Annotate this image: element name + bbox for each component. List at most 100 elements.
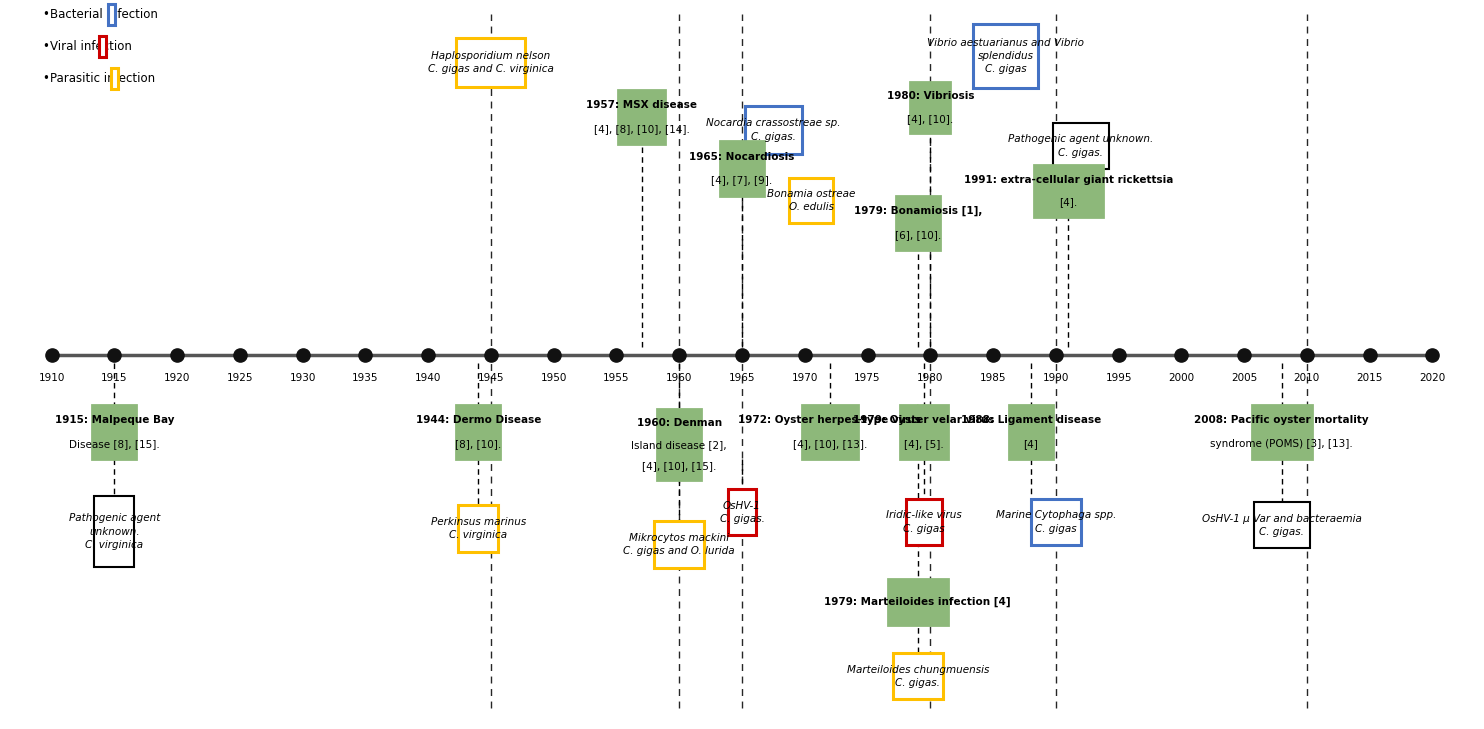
FancyBboxPatch shape (974, 24, 1039, 88)
Polygon shape (637, 133, 646, 144)
Text: 1930: 1930 (289, 373, 316, 383)
FancyBboxPatch shape (459, 505, 499, 552)
Text: 1980: Vibriosis: 1980: Vibriosis (886, 91, 974, 101)
Text: •: • (43, 72, 53, 85)
Text: Viral infection: Viral infection (50, 40, 132, 53)
FancyBboxPatch shape (729, 489, 755, 536)
Text: 1980: 1980 (917, 373, 944, 383)
Text: Island disease [2],: Island disease [2], (631, 440, 727, 450)
Text: 1991: extra-cellular giant rickettsia: 1991: extra-cellular giant rickettsia (963, 175, 1172, 184)
Text: Haplosporidium nelson
C. gigas and C. virginica: Haplosporidium nelson C. gigas and C. vi… (427, 51, 554, 74)
Text: 1960: 1960 (666, 373, 693, 383)
Polygon shape (675, 410, 684, 421)
Text: •: • (43, 40, 53, 53)
FancyBboxPatch shape (657, 410, 702, 480)
Text: Pathogenic agent
unknown.
C. virginica: Pathogenic agent unknown. C. virginica (68, 513, 160, 550)
Text: 1985: 1985 (979, 373, 1006, 383)
Text: 1979: Oyster velar virus: 1979: Oyster velar virus (853, 415, 994, 425)
Text: OsHV-1 μ Var and bacteraemia
C. gigas.: OsHV-1 μ Var and bacteraemia C. gigas. (1202, 513, 1362, 537)
Text: 1955: 1955 (603, 373, 629, 383)
Text: 1925: 1925 (227, 373, 254, 383)
Text: 1944: Dermo Disease: 1944: Dermo Disease (416, 415, 542, 425)
Text: Bacterial infection: Bacterial infection (50, 8, 159, 20)
Text: syndrome (POMS) [3], [13].: syndrome (POMS) [3], [13]. (1211, 439, 1353, 449)
FancyBboxPatch shape (1034, 165, 1103, 217)
Text: 1957: MSX disease: 1957: MSX disease (586, 100, 697, 110)
Text: [4], [10], [13].: [4], [10], [13]. (792, 439, 867, 449)
FancyBboxPatch shape (1254, 502, 1310, 548)
FancyBboxPatch shape (887, 579, 948, 625)
Text: 1945: 1945 (478, 373, 505, 383)
Text: 2015: 2015 (1356, 373, 1383, 383)
Text: [4], [10], [15].: [4], [10], [15]. (643, 461, 717, 471)
Text: [8], [10].: [8], [10]. (456, 439, 502, 449)
Text: 1965: Nocardiosis: 1965: Nocardiosis (689, 152, 795, 162)
Text: Iridic-like virus
C. gigas: Iridic-like virus C. gigas (886, 510, 962, 534)
FancyBboxPatch shape (92, 405, 137, 459)
Text: •: • (43, 8, 53, 20)
Text: 2010: 2010 (1294, 373, 1319, 383)
Text: [4], [10].: [4], [10]. (907, 114, 953, 124)
Text: 1960: Denman: 1960: Denman (637, 418, 721, 429)
Text: 1975: 1975 (855, 373, 881, 383)
FancyBboxPatch shape (617, 90, 665, 144)
Text: [4], [5].: [4], [5]. (904, 439, 944, 449)
FancyBboxPatch shape (457, 405, 500, 459)
FancyBboxPatch shape (111, 69, 117, 89)
FancyBboxPatch shape (801, 405, 858, 459)
Text: 1950: 1950 (540, 373, 567, 383)
Text: 2020: 2020 (1419, 373, 1445, 383)
Text: [4].: [4]. (1060, 197, 1077, 207)
FancyBboxPatch shape (1251, 405, 1312, 459)
Text: 1915: Malpeque Bay: 1915: Malpeque Bay (55, 415, 174, 425)
Polygon shape (1278, 405, 1287, 416)
FancyBboxPatch shape (457, 39, 525, 87)
Text: [4], [8], [10], [14].: [4], [8], [10], [14]. (594, 124, 690, 134)
FancyBboxPatch shape (896, 196, 939, 251)
FancyBboxPatch shape (1052, 123, 1109, 169)
Text: Bonamia ostreae
O. edulis: Bonamia ostreae O. edulis (767, 189, 855, 212)
Text: Mikrocytos mackini
C. gigas and O. lurida: Mikrocytos mackini C. gigas and O. lurid… (623, 533, 735, 556)
Polygon shape (473, 405, 482, 416)
FancyBboxPatch shape (910, 82, 950, 133)
Text: 2000: 2000 (1168, 373, 1195, 383)
Text: Vibrio aestuarianus and Vibrio
splendidus
C. gigas: Vibrio aestuarianus and Vibrio splendidu… (928, 38, 1085, 74)
FancyBboxPatch shape (108, 4, 114, 25)
Text: 1940: 1940 (416, 373, 441, 383)
Text: 1995: 1995 (1106, 373, 1132, 383)
Polygon shape (1064, 205, 1073, 217)
FancyBboxPatch shape (893, 653, 942, 699)
Text: 1965: 1965 (729, 373, 755, 383)
Polygon shape (926, 122, 935, 133)
Text: [6], [10].: [6], [10]. (895, 230, 941, 240)
Text: [4], [7], [9].: [4], [7], [9]. (711, 176, 773, 185)
FancyBboxPatch shape (95, 496, 135, 567)
FancyBboxPatch shape (720, 141, 764, 196)
Text: 2008: Pacific oyster mortality: 2008: Pacific oyster mortality (1195, 415, 1370, 425)
Text: Perkinsus marinus
C. virginica: Perkinsus marinus C. virginica (430, 517, 525, 540)
Text: 1910: 1910 (39, 373, 65, 383)
Text: Marine Cytophaga spp.
C. gigas: Marine Cytophaga spp. C. gigas (996, 510, 1116, 534)
Text: 1935: 1935 (352, 373, 378, 383)
FancyBboxPatch shape (1031, 499, 1080, 545)
Text: [4]: [4] (1024, 439, 1039, 449)
Text: 1988: Ligament disease: 1988: Ligament disease (960, 415, 1101, 425)
FancyBboxPatch shape (1009, 405, 1052, 459)
FancyBboxPatch shape (789, 178, 833, 223)
FancyBboxPatch shape (901, 405, 948, 459)
Polygon shape (913, 239, 922, 251)
Text: Disease [8], [15].: Disease [8], [15]. (68, 439, 160, 449)
Polygon shape (110, 405, 119, 416)
FancyBboxPatch shape (99, 36, 107, 57)
Text: 1979: Marteiloides infection [4]: 1979: Marteiloides infection [4] (825, 597, 1011, 607)
Text: Marteiloides chungmuensis
C. gigas.: Marteiloides chungmuensis C. gigas. (846, 665, 988, 687)
Text: 2005: 2005 (1232, 373, 1257, 383)
Text: 1990: 1990 (1043, 373, 1068, 383)
Text: 1972: Oyster herpes-type virus: 1972: Oyster herpes-type virus (739, 415, 922, 425)
Polygon shape (1027, 405, 1036, 416)
Text: 1970: 1970 (791, 373, 818, 383)
FancyBboxPatch shape (745, 106, 801, 154)
Polygon shape (920, 405, 929, 416)
Text: 1920: 1920 (163, 373, 190, 383)
FancyBboxPatch shape (654, 521, 705, 568)
